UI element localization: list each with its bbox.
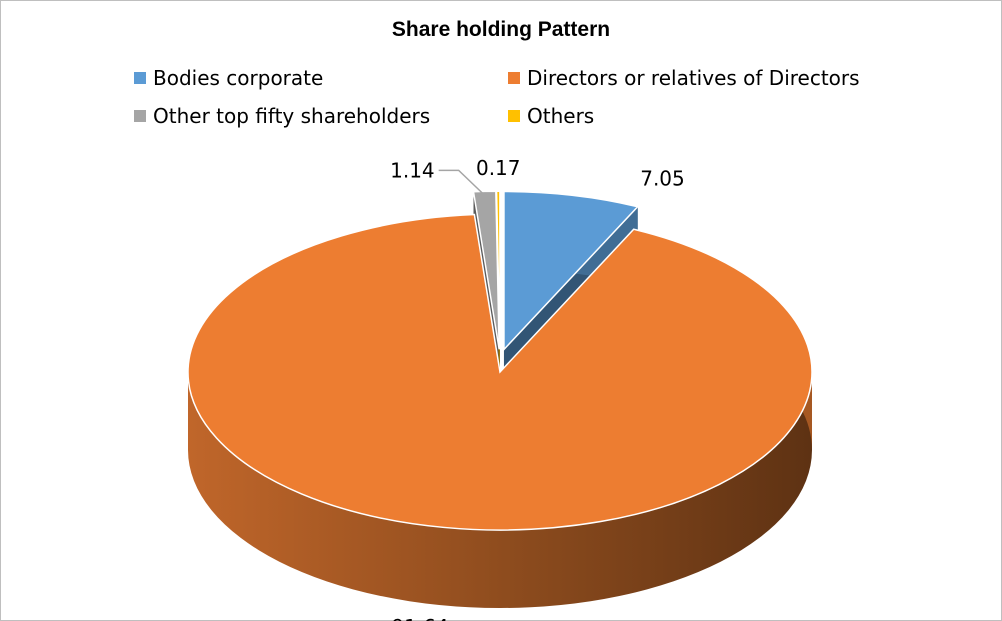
chart-title: Share holding Pattern [391, 18, 611, 41]
legend-item-bodies-corporate: Bodies corporate [134, 66, 323, 90]
legend-label-other-top-fifty: Other top fifty shareholders [153, 104, 431, 128]
legend-swatch-directors [508, 72, 520, 84]
legend-label-bodies-corporate: Bodies corporate [153, 66, 324, 90]
data-label-directors-or-relatives-of-directors: 91.64 [391, 615, 448, 621]
data-label-other-top-fifty-shareholders: 1.14 [390, 158, 435, 182]
data-label-others: 0.17 [476, 156, 521, 180]
data-label-bodies-corporate: 7.05 [640, 166, 685, 190]
slice-others [495, 190, 501, 350]
legend-label-directors: Directors or relatives of Directors [527, 66, 860, 90]
slice-directors-or-relatives-of-directors [187, 213, 813, 531]
pie-labels: 7.05 91.64 1.14 0.17 [390, 156, 685, 621]
legend-swatch-bodies-corporate [134, 72, 146, 84]
slice-bodies-corporate [503, 190, 640, 352]
legend-swatch-other-top-fifty [134, 110, 146, 122]
leader-line-other-top-fifty-shareholders [438, 169, 484, 194]
pie-tops [187, 190, 813, 531]
legend-item-others: Others [508, 104, 594, 128]
legend-item-other-top-fifty: Other top fifty shareholders [134, 104, 430, 128]
legend-item-directors: Directors or relatives of Directors [508, 66, 860, 90]
legend-label-others: Others [527, 104, 595, 128]
legend-swatch-others [508, 110, 520, 122]
slice-side-directors-or-relatives-of-directors [188, 372, 812, 608]
